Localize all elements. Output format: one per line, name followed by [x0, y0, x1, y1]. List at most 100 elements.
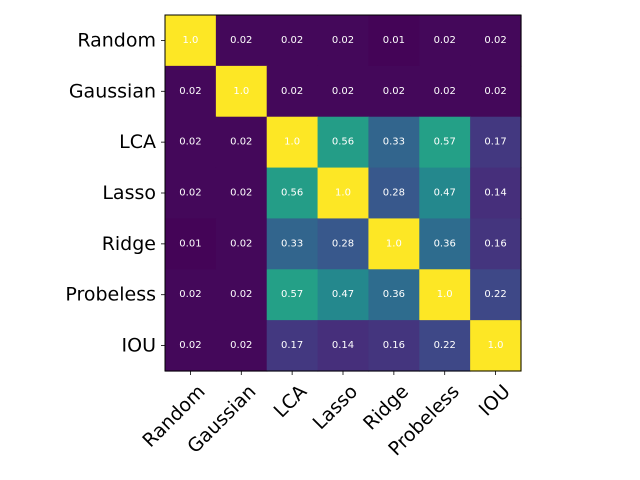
heatmap-cell-4-6	[470, 218, 522, 270]
heatmap-cell-value-1-2: 0.02	[281, 86, 303, 97]
heatmap-cell-value-2-6: 0.17	[484, 137, 506, 148]
heatmap-cell-value-1-0: 0.02	[179, 86, 201, 97]
y-tick-label-2: LCA	[119, 131, 156, 153]
heatmap-cell-6-5	[419, 320, 471, 372]
heatmap-cell-6-1	[215, 320, 268, 372]
heatmap-cell-1-5	[419, 65, 471, 118]
heatmap-cell-values: 1.0 0.02 0.02 0.02 0.01 0.02 0.02 0.02 1.0 0.02 0.…	[179, 35, 506, 351]
heatmap-cell-1-0	[165, 65, 217, 118]
heatmap-cell-value-6-5: 0.22	[434, 340, 456, 351]
heatmap-cell-3-6	[470, 167, 522, 220]
heatmap-cell-value-5-1: 0.02	[230, 289, 252, 300]
heatmap-cell-value-1-3: 0.02	[332, 86, 354, 97]
y-tick-label-3: Lasso	[102, 182, 156, 204]
heatmap-cell-0-3	[317, 15, 370, 67]
heatmap-cell-value-4-0: 0.01	[179, 238, 201, 249]
heatmap-cell-value-5-5: 1.0	[437, 289, 453, 300]
heatmap-cell-6-4	[368, 320, 420, 372]
heatmap-cell-value-6-0: 0.02	[179, 340, 201, 351]
x-tick-label-3: Lasso	[309, 381, 362, 434]
heatmap-cell-2-5	[419, 116, 471, 169]
y-tick-label-0: Random	[77, 29, 156, 51]
heatmap-cell-value-3-0: 0.02	[179, 188, 201, 199]
heatmap-cell-5-4	[368, 269, 420, 321]
heatmap-cell-value-0-3: 0.02	[332, 35, 354, 46]
heatmap-cell-4-0	[165, 218, 217, 270]
heatmap-cell-0-4	[368, 15, 420, 67]
heatmap-cell-value-6-4: 0.16	[383, 340, 405, 351]
x-tick-label-2: LCA	[270, 381, 312, 423]
heatmap-cell-1-3	[317, 65, 370, 118]
heatmap-cell-value-5-2: 0.57	[281, 289, 303, 300]
heatmap-cell-value-4-2: 0.33	[281, 238, 303, 249]
heatmap-cell-value-0-6: 0.02	[484, 35, 506, 46]
heatmap-cell-value-2-3: 0.56	[332, 137, 354, 148]
heatmap-cell-5-5	[419, 269, 471, 321]
heatmap-cell-0-5	[419, 15, 471, 67]
heatmap-cell-value-4-6: 0.16	[484, 238, 506, 249]
heatmap-cell-value-3-3: 1.0	[335, 188, 351, 199]
heatmap-cell-4-2	[266, 218, 319, 270]
heatmap-cell-value-2-4: 0.33	[383, 137, 405, 148]
y-tick-label-1: Gaussian	[69, 80, 156, 102]
heatmap-cell-1-4	[368, 65, 420, 118]
heatmap-cell-5-3	[317, 269, 370, 321]
heatmap-cell-value-1-4: 0.02	[383, 86, 405, 97]
heatmap-cell-value-3-5: 0.47	[434, 188, 456, 199]
heatmap-cell-3-1	[215, 167, 268, 220]
heatmap-cell-6-2	[266, 320, 319, 372]
heatmap-cell-2-1	[215, 116, 268, 169]
heatmap-cell-value-0-4: 0.01	[383, 35, 405, 46]
heatmap-cell-1-6	[470, 65, 522, 118]
heatmap-cell-value-6-3: 0.14	[332, 340, 354, 351]
y-tick-label-6: IOU	[122, 335, 156, 357]
heatmap-cell-value-2-0: 0.02	[179, 137, 201, 148]
heatmap-cell-value-4-1: 0.02	[230, 238, 252, 249]
heatmap-cell-3-5	[419, 167, 471, 220]
heatmap-cell-value-1-5: 0.02	[434, 86, 456, 97]
heatmap-cell-1-2	[266, 65, 319, 118]
heatmap-cell-value-1-1: 1.0	[233, 86, 249, 97]
heatmap-cell-3-4	[368, 167, 420, 220]
heatmap-cell-value-6-2: 0.17	[281, 340, 303, 351]
heatmap-cell-0-2	[266, 15, 319, 67]
heatmap-cell-4-3	[317, 218, 370, 270]
heatmap-cell-value-5-3: 0.47	[332, 289, 354, 300]
y-tick-label-4: Ridge	[102, 233, 156, 255]
heatmap-cell-value-2-1: 0.02	[230, 137, 252, 148]
y-axis: Random Gaussian LCA Lasso Ridge Probeless IOU	[65, 29, 165, 357]
heatmap-cell-3-2	[266, 167, 319, 220]
heatmap-cell-value-0-5: 0.02	[434, 35, 456, 46]
heatmap-cell-5-1	[215, 269, 268, 321]
x-tick-label-6: IOU	[475, 381, 515, 421]
y-tick-label-5: Probeless	[65, 284, 156, 306]
heatmap-cell-2-3	[317, 116, 370, 169]
heatmap-cell-3-3	[317, 167, 370, 220]
heatmap-cell-value-3-2: 0.56	[281, 188, 303, 199]
plot-frame	[164, 14, 522, 372]
heatmap-cell-0-0	[165, 15, 217, 67]
heatmap-cell-value-4-5: 0.36	[434, 238, 456, 249]
heatmap-cell-0-6	[470, 15, 522, 67]
heatmap-cell-5-0	[165, 269, 217, 321]
heatmap-cell-6-0	[165, 320, 217, 372]
heatmap-cell-2-4	[368, 116, 420, 169]
heatmap-cell-value-3-6: 0.14	[484, 188, 506, 199]
heatmap-cell-value-6-1: 0.02	[230, 340, 252, 351]
heatmap-cell-value-0-1: 0.02	[230, 35, 252, 46]
heatmap-cell-value-5-6: 0.22	[484, 289, 506, 300]
heatmap-cell-2-6	[470, 116, 522, 169]
heatmap-cell-value-3-4: 0.28	[383, 188, 405, 199]
heatmap-cell-2-2	[266, 116, 319, 169]
heatmap-cell-0-1	[215, 15, 268, 67]
heatmap-cell-5-2	[266, 269, 319, 321]
heatmap-cell-value-2-5: 0.57	[434, 137, 456, 148]
heatmap-cell-4-1	[215, 218, 268, 270]
heatmap-cell-value-0-2: 0.02	[281, 35, 303, 46]
heatmap-cell-value-4-3: 0.28	[332, 238, 354, 249]
heatmap-cell-1-1	[215, 65, 268, 118]
heatmap-cell-value-1-6: 0.02	[484, 86, 506, 97]
heatmap-cell-2-0	[165, 116, 217, 169]
